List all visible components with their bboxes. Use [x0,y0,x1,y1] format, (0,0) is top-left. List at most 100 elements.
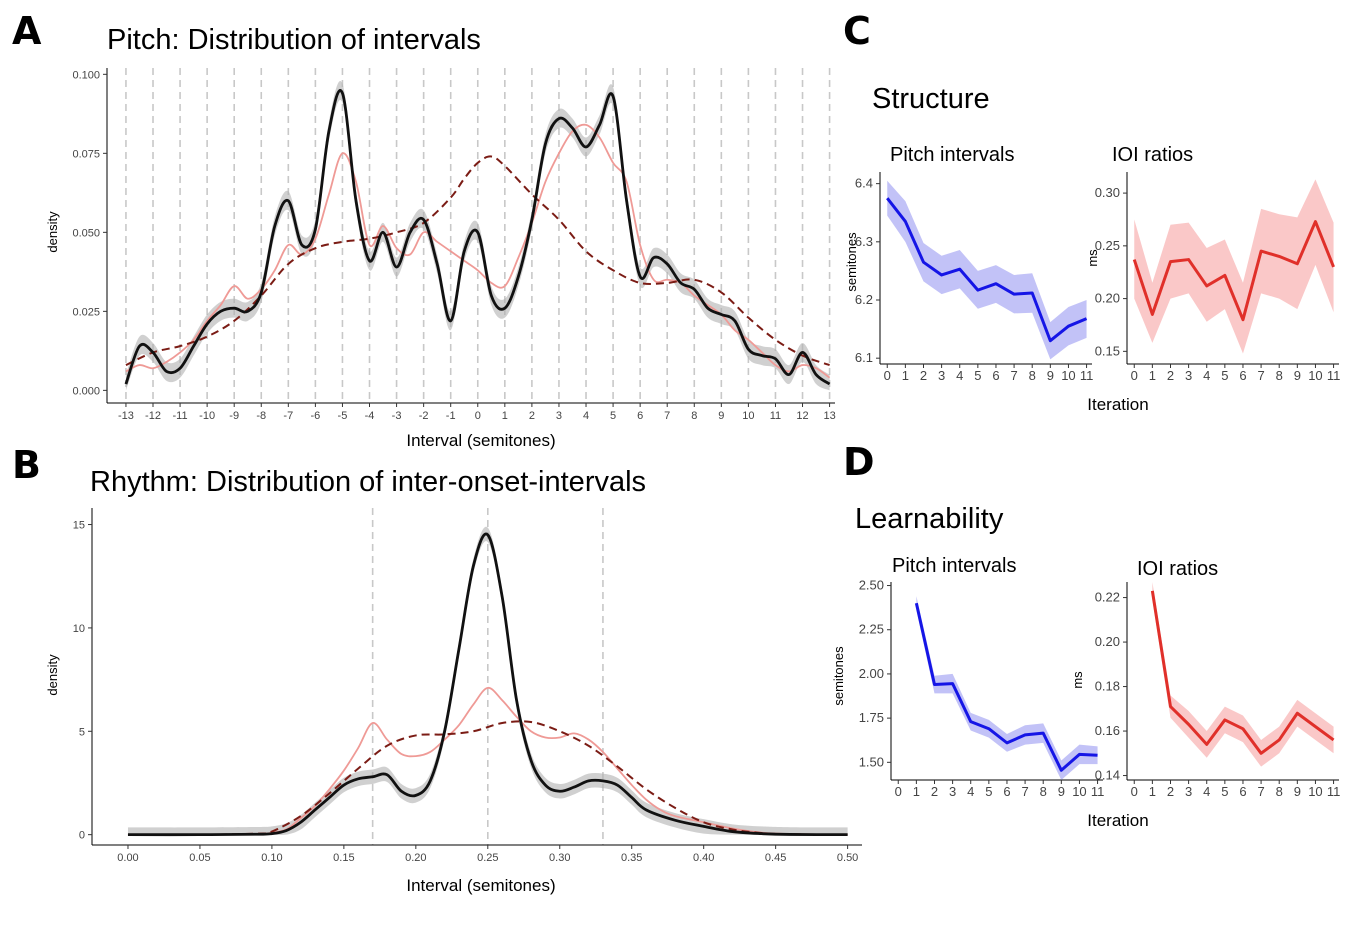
x-tick-label: 1 [1149,784,1156,799]
x-tick-label: -6 [310,410,320,422]
x-tick-label: 0.15 [333,852,354,864]
chart-a-ylabel: density [45,211,60,253]
x-tick-label: 0.35 [621,852,642,864]
y-tick-label: 6.3 [855,234,873,249]
x-tick-label: 11 [1080,368,1094,383]
y-tick-label: 0.100 [72,69,100,81]
y-tick-label: 15 [73,520,85,532]
y-tick-label: 0.30 [1095,185,1120,200]
x-tick-label: 2 [1167,784,1174,799]
y-tick-label: 2.25 [859,622,884,637]
x-tick-label: 9 [718,410,724,422]
x-tick-label: 6 [1239,368,1246,383]
panel-label-b: B [12,443,41,487]
series-line-dashed [125,155,830,367]
series-line [1150,590,1335,755]
x-tick-label: 13 [823,410,835,422]
x-tick-label: 10 [742,410,754,422]
y-tick-label: 0.15 [1095,343,1120,358]
y-tick-label: 0.075 [72,148,100,160]
x-tick-label: 12 [796,410,808,422]
x-tick-label: 0.10 [261,852,282,864]
chart-c2-title: IOI ratios [1112,144,1193,166]
panel-label-d: D [843,440,875,484]
x-tick-label: 0.30 [549,852,570,864]
x-tick-label: 9 [1294,784,1301,799]
x-tick-label: 2 [1167,368,1174,383]
y-tick-label: 0.25 [1095,238,1120,253]
series-line-pink [127,686,848,836]
y-tick-label: 0.22 [1095,590,1120,605]
chart-a-xlabel: Interval (semitones) [406,431,555,450]
y-tick-label: 2.50 [859,578,884,593]
chart-d1-plot: 0 1 2 3 4 5 6 7 8 9 10 11 1.50 1.75 2.00 2.25 2.50 [859,578,1105,799]
structure-xlabel: Iteration [1087,395,1148,414]
x-tick-label: 8 [1029,368,1036,383]
x-tick-label: -2 [419,410,429,422]
x-tick-label: 5 [1221,784,1228,799]
chart-d2-ylabel: ms [1070,671,1085,689]
y-tick-label: 0.20 [1095,634,1120,649]
x-tick-label: 4 [967,784,974,799]
x-tick-label: -7 [283,410,293,422]
x-tick-label: 5 [985,784,992,799]
confidence-ribbon [1134,179,1334,354]
x-tick-label: 11 [1091,784,1105,799]
x-tick-label: 5 [974,368,981,383]
x-tick-label: 4 [1203,784,1210,799]
x-tick-label: 10 [1308,368,1322,383]
y-tick-label: 5 [79,726,85,738]
y-tick-label: 6.1 [855,350,873,365]
chart-b-plot: 0.00 0.05 0.10 0.15 0.20 0.25 0.30 0.35 0.40 0.45… [73,508,862,864]
series-line-black [127,532,848,837]
series-line [914,602,1098,772]
chart-d2-plot: 0 1 2 3 4 5 6 7 8 9 10 11 0.14 0.16 0.18 0.20 0.22 [1095,582,1341,799]
x-tick-label: 4 [583,410,589,422]
x-tick-label: 2 [529,410,535,422]
x-tick-label: 10 [1061,368,1075,383]
chart-b-title: Rhythm: Distribution of inter-onset-inte… [90,466,646,498]
x-tick-label: 0.25 [477,852,498,864]
chart-c1-title: Pitch intervals [890,144,1015,166]
y-tick-label: 0.18 [1095,679,1120,694]
chart-d1-ylabel: semitones [831,646,846,706]
chart-d2-title: IOI ratios [1137,558,1218,580]
learnability-title: Learnability [855,503,1004,535]
x-tick-label: -13 [118,410,134,422]
x-tick-label: 0.20 [405,852,426,864]
x-tick-label: 8 [1276,368,1283,383]
chart-c2-plot: 0 1 2 3 4 5 6 7 8 9 10 11 0.15 0.20 0.25 0.30 [1095,172,1340,383]
x-tick-label: 7 [1021,784,1028,799]
x-tick-label: 7 [664,410,670,422]
panel-label-c: C [843,9,871,53]
x-tick-label: 3 [938,368,945,383]
x-tick-label: 0.45 [765,852,786,864]
series-line [886,197,1088,343]
x-tick-label: 5 [610,410,616,422]
x-tick-label: -8 [256,410,266,422]
x-tick-label: 8 [1276,784,1283,799]
y-tick-label: 6.4 [855,176,873,191]
x-tick-label: 9 [1047,368,1054,383]
x-tick-label: 6 [1003,784,1010,799]
x-tick-label: 3 [1185,368,1192,383]
x-tick-label: -5 [338,410,348,422]
x-tick-label: 7 [1257,368,1264,383]
x-tick-label: 8 [691,410,697,422]
x-tick-label: 3 [556,410,562,422]
x-tick-label: 0.40 [693,852,714,864]
x-tick-label: 6 [1239,784,1246,799]
x-tick-label: -4 [365,410,375,422]
x-tick-label: -12 [145,410,161,422]
x-tick-label: 1 [502,410,508,422]
panel-label-a: A [12,9,42,53]
y-tick-label: 6.2 [855,292,873,307]
y-tick-label: 1.75 [859,710,884,725]
confidence-ribbon [887,180,1087,360]
y-tick-label: 2.00 [859,666,884,681]
x-tick-label: 0.05 [189,852,210,864]
chart-b-ylabel: density [45,654,60,696]
x-tick-label: 11 [1327,784,1341,799]
x-tick-label: 1 [902,368,909,383]
